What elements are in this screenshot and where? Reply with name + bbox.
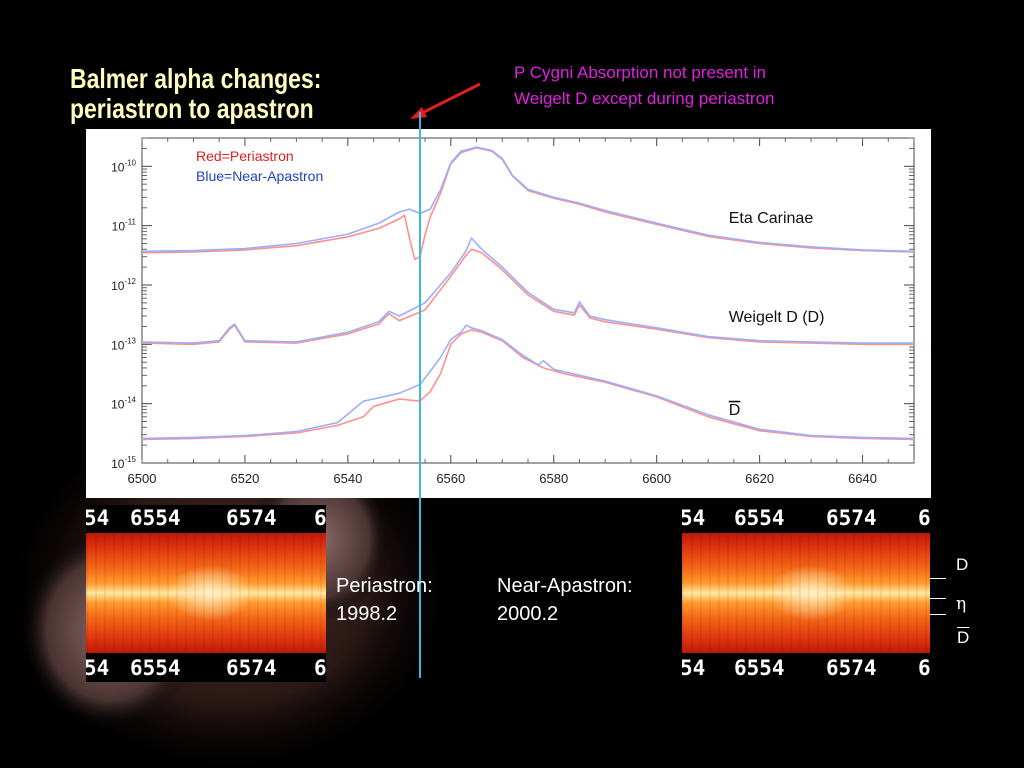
image-tick: 6: [918, 656, 930, 680]
annotation-text: P Cygni Absorption not present in Weigel…: [514, 60, 775, 112]
slit-tick: [930, 598, 946, 599]
x-tick-label: 6600: [642, 471, 671, 486]
spectrum-image-near-apastron: 54 6554 6574 6 54 6554 6574 6: [682, 505, 930, 682]
slit-tick: [930, 578, 946, 579]
image-tick: 6554: [130, 656, 181, 680]
spectrum-plot: 6500 6520 6540 6560 6580 6600 6620 6640 10-10 10-…: [86, 129, 931, 498]
caption-date: 1998.2: [336, 603, 398, 625]
image-tick: 54: [682, 656, 706, 680]
caption-date: 2000.2: [497, 603, 559, 625]
image-tick: 6574: [826, 656, 877, 680]
y-tick-label: 10-12: [111, 277, 136, 293]
curve-label: Eta Carinae: [729, 210, 814, 227]
caption-label: Near-Apastron:: [497, 575, 633, 597]
y-tick-label: 10-14: [111, 396, 136, 412]
y-tick-label: 10-10: [111, 158, 136, 174]
x-tick-label: 6520: [230, 471, 259, 486]
image-tick: 6574: [826, 506, 877, 530]
legend-entry: Red=Periastron: [196, 148, 294, 164]
spectrum-image: [86, 533, 326, 653]
series-line: [141, 329, 915, 441]
series-line: [141, 147, 915, 261]
image-tick: 54: [86, 656, 110, 680]
x-tick-label: 6560: [436, 471, 465, 486]
x-tick-label: 6500: [128, 471, 157, 486]
x-tick-label: 6620: [745, 471, 774, 486]
x-tick-label: 6540: [333, 471, 362, 486]
image-tick: 6554: [130, 506, 181, 530]
x-tick-label: 6580: [539, 471, 568, 486]
slit-label-eta: η: [956, 594, 967, 614]
title-line-1: Balmer alpha changes:: [70, 63, 322, 94]
image-tick: 6574: [226, 506, 277, 530]
slit-tick: [930, 614, 946, 615]
x-tick-label: 6640: [848, 471, 877, 486]
annotation-line-1: P Cygni Absorption not present in: [514, 63, 767, 82]
annotation-line-2: Weigelt D except during periastron: [514, 89, 775, 108]
y-tick-label: 10-13: [111, 336, 136, 352]
series-line: [141, 324, 915, 440]
slide-title: Balmer alpha changes: periastron to apas…: [70, 64, 321, 124]
series-line: [141, 248, 914, 346]
series-line: [141, 146, 915, 253]
image-tick: 6: [314, 506, 326, 530]
spectrum-chart: 6500 6520 6540 6560 6580 6600 6620 6640 10-10 10-…: [111, 137, 915, 486]
title-line-2: periastron to apastron: [70, 93, 314, 124]
image-tick: 6554: [734, 656, 785, 680]
slit-label-d: D: [956, 555, 969, 574]
annotation-arrow-icon: [410, 82, 481, 119]
caption-near-apastron: Near-Apastron: 2000.2: [497, 572, 633, 628]
y-tick-label: 10-15: [111, 455, 136, 471]
image-tick: 6: [918, 506, 930, 530]
image-ticks-bottom: 54 6554 6574 6: [86, 655, 326, 681]
caption-periastron: Periastron: 1998.2: [336, 572, 433, 628]
plot-frame: [141, 137, 915, 464]
caption-label: Periastron:: [336, 575, 433, 597]
y-tick-label: 10-11: [112, 218, 137, 234]
wavelength-marker-line: [419, 112, 421, 678]
spectrum-image: [682, 533, 930, 653]
image-tick: 6: [314, 656, 326, 680]
curve-label: D: [729, 402, 741, 419]
legend-entry: Blue=Near-Apastron: [196, 168, 323, 184]
image-tick: 6574: [226, 656, 277, 680]
curve-label: Weigelt D (D): [729, 309, 825, 326]
spectrum-image-periastron: 54 6554 6574 6 54 6554 6574 6: [86, 505, 326, 682]
image-tick: 54: [86, 506, 110, 530]
image-ticks-top: 54 6554 6574 6: [682, 505, 930, 531]
image-tick: 6554: [734, 506, 785, 530]
slit-label-d-bar: D: [957, 628, 970, 647]
image-ticks-bottom: 54 6554 6574 6: [682, 655, 930, 681]
image-ticks-top: 54 6554 6574 6: [86, 505, 326, 531]
image-tick: 54: [682, 506, 706, 530]
series-line: [141, 237, 914, 344]
